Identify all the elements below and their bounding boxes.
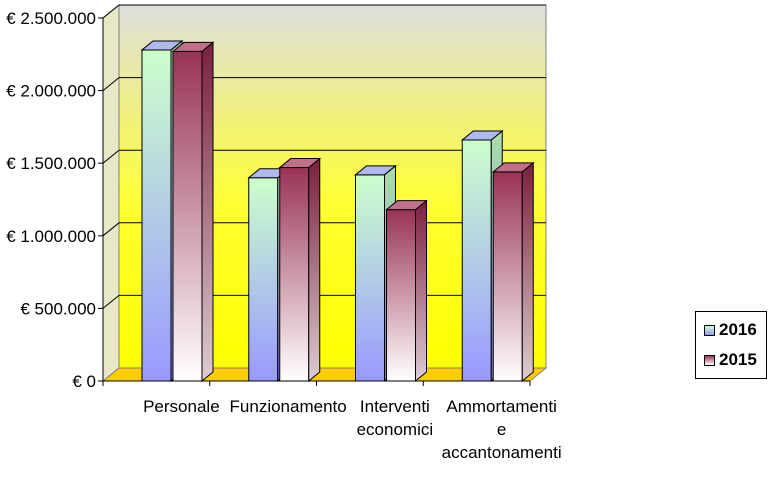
gridline	[102, 149, 546, 164]
bar-side	[308, 157, 321, 383]
legend-item-2015: 2015	[704, 350, 757, 370]
gridline	[102, 77, 546, 91]
legend-swatch-2016	[704, 324, 715, 336]
bar-side	[521, 161, 534, 383]
bar-top	[491, 162, 535, 173]
bar-front	[172, 50, 203, 382]
bar-front	[248, 177, 279, 382]
bar-front	[141, 49, 172, 382]
bar	[491, 161, 535, 383]
bar-top	[278, 158, 322, 169]
bar-top	[460, 130, 504, 141]
y-tick-label: € 0	[72, 372, 96, 391]
gridline	[102, 4, 546, 19]
bar-top	[385, 200, 428, 211]
y-tick-label: € 1.500.000	[6, 154, 96, 173]
y-tick-label: € 2.000.000	[6, 82, 96, 101]
x-tick-label: Funzionamento	[230, 397, 347, 416]
legend-label-2016: 2016	[719, 320, 757, 339]
chart-side-wall	[102, 3, 120, 383]
y-tick-label: € 2.500.000	[6, 9, 96, 28]
legend-label-2015: 2015	[719, 350, 757, 369]
bar-front	[461, 139, 492, 382]
bar-front	[355, 174, 385, 382]
bar-front	[279, 167, 310, 382]
y-tick-label: € 1.000.000	[6, 227, 96, 246]
bar-side	[415, 199, 427, 383]
x-tick-label: Ammortamenti e accantonamenti	[442, 397, 562, 462]
bar	[171, 41, 215, 383]
bar	[278, 157, 322, 383]
y-tick-label: € 500.000	[20, 299, 96, 318]
bar-front	[386, 209, 416, 382]
legend-swatch-2015	[704, 354, 715, 366]
legend: 2016 2015	[695, 311, 767, 379]
x-tick-label: Personale	[143, 397, 220, 416]
x-tick-label: Interventi economici	[357, 397, 434, 439]
bar-front	[492, 171, 523, 382]
bar-side	[201, 41, 214, 383]
bar-top	[171, 41, 215, 52]
bar	[385, 199, 428, 383]
bar-top	[354, 165, 397, 176]
bar-top	[140, 40, 184, 51]
legend-item-2016: 2016	[704, 320, 757, 340]
